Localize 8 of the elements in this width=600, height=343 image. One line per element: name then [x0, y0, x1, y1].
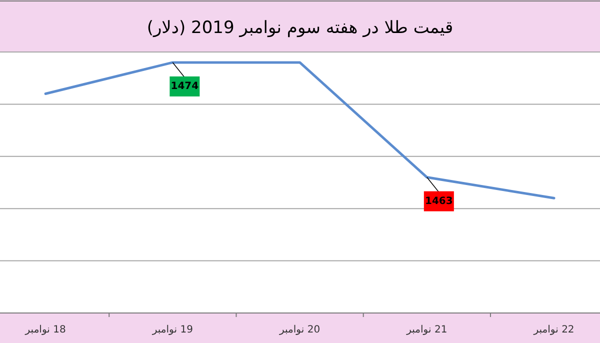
- x-tick-label: 18 نوامبر: [24, 324, 66, 336]
- x-tick-label: 20 نوامبر: [278, 324, 320, 336]
- data-label: 1463: [424, 196, 453, 207]
- x-tick-label: 21 نوامبر: [406, 324, 448, 336]
- data-label: 1474: [170, 80, 199, 92]
- chart-title: قیمت طلا در هفته سوم نوامبر 2019 (دلار): [146, 18, 454, 38]
- x-tick-label: 22 نوامبر: [532, 324, 574, 336]
- x-tick-label: 19 نوامبر: [151, 324, 193, 336]
